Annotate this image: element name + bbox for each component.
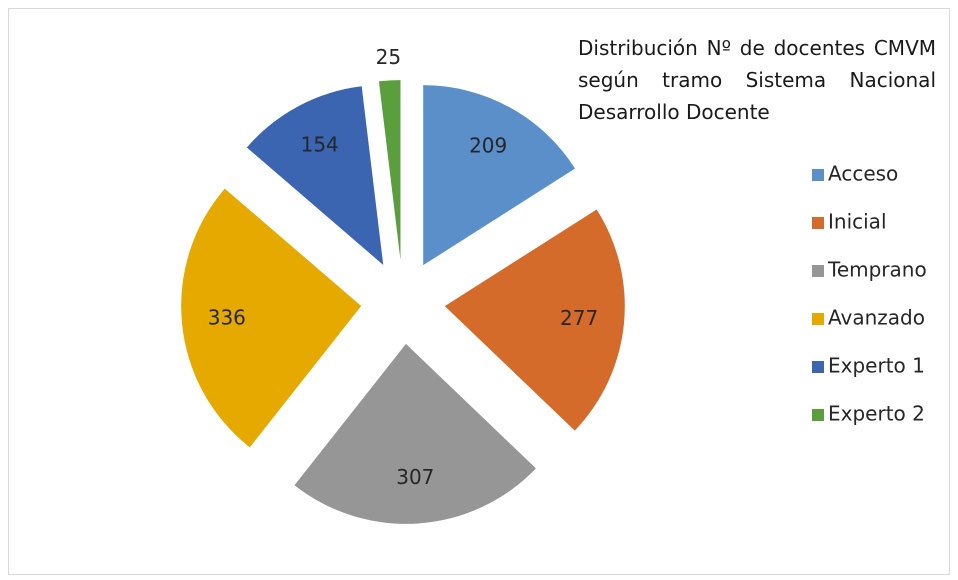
- data-label: 25: [376, 45, 401, 69]
- frame: [8, 8, 950, 575]
- legend-swatch: [812, 169, 824, 181]
- legend-swatch: [812, 361, 824, 373]
- legend-swatch: [812, 313, 824, 325]
- data-label: 209: [469, 133, 507, 157]
- data-label: 277: [560, 306, 598, 330]
- chart-title: Distribución Nº de docentes CMVM según t…: [578, 36, 936, 124]
- legend-swatch: [812, 217, 824, 229]
- data-label: 307: [396, 465, 434, 489]
- legend-label: Avanzado: [828, 306, 925, 330]
- pie-slice: [181, 188, 362, 448]
- pie-slice: [444, 209, 625, 431]
- legend-label: Acceso: [828, 162, 898, 186]
- pie-slice: [246, 86, 384, 265]
- data-label: 154: [301, 132, 339, 156]
- data-label: 336: [208, 305, 246, 329]
- legend-swatch: [812, 409, 824, 421]
- pie-slice: [294, 343, 536, 524]
- legend-label: Inicial: [828, 210, 887, 234]
- legend-label: Temprano: [827, 258, 927, 282]
- pie-slice: [423, 85, 576, 266]
- legend-label: Experto 1: [828, 354, 925, 378]
- pie-slice: [378, 80, 401, 261]
- legend-label: Experto 2: [828, 402, 925, 426]
- legend-swatch: [812, 265, 824, 277]
